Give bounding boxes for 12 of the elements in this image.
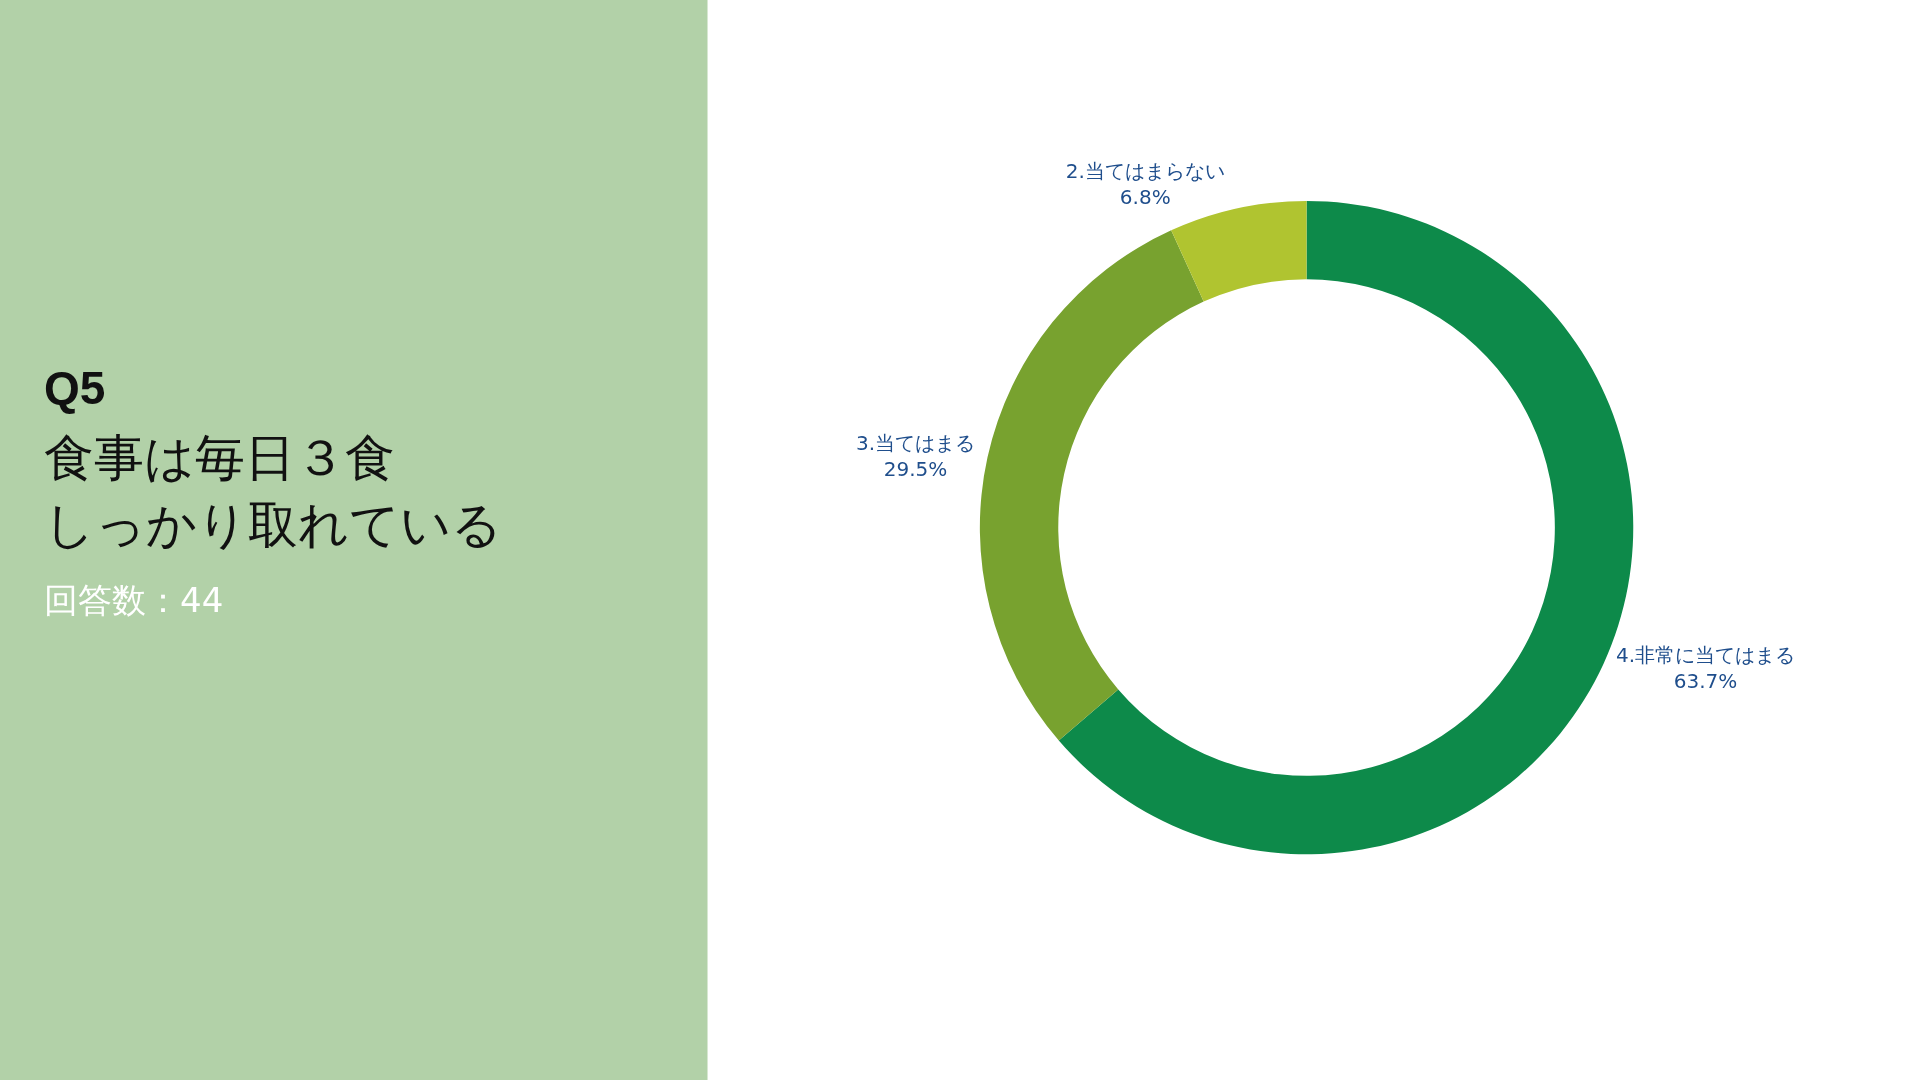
data-label: 6.8% — [1119, 185, 1171, 210]
donut-slice — [1171, 200, 1307, 302]
data-label: 29.5% — [883, 457, 948, 482]
text: 回答数：44 — [44, 580, 224, 620]
text: しっかり取れている — [44, 496, 502, 554]
data-label: 63.7% — [1673, 669, 1738, 694]
slice-label: 3.当てはまる — [855, 431, 976, 456]
donut-slice — [980, 230, 1204, 741]
slice-label: 2.当てはまらない — [1065, 159, 1225, 184]
text: 食事は毎日３食 — [44, 429, 395, 487]
text: Q5 — [44, 362, 106, 414]
slice-label: 4.非常に当てはまる — [1615, 643, 1796, 668]
